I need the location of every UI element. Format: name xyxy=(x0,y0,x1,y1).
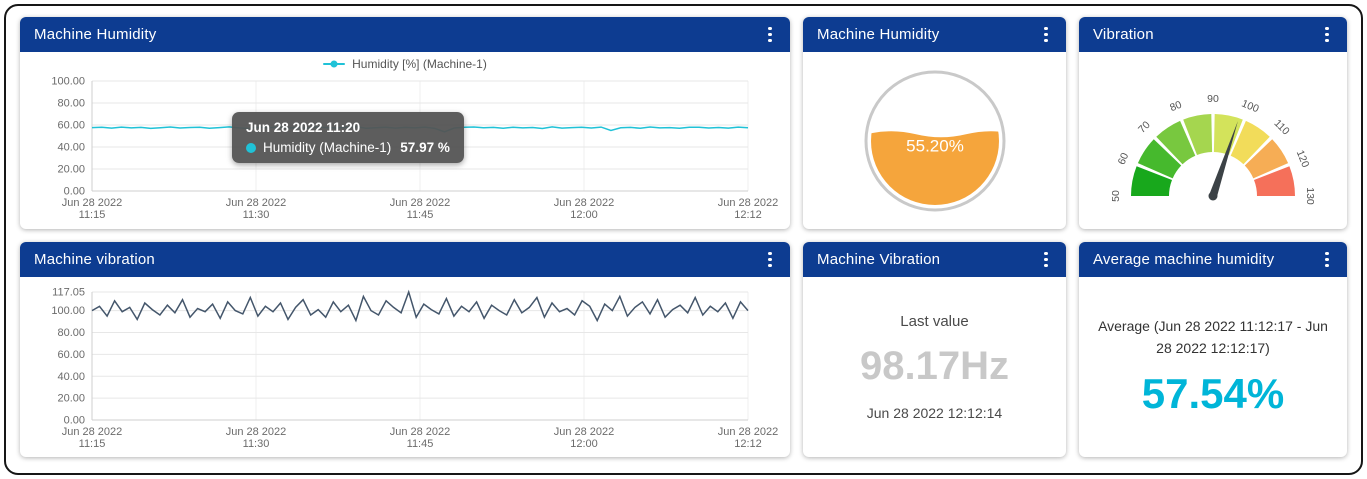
y-tick-label: 60.00 xyxy=(57,349,85,361)
kebab-menu-icon[interactable] xyxy=(758,23,782,47)
kebab-menu-icon[interactable] xyxy=(1315,23,1339,47)
chart-legend[interactable]: Humidity [%] (Machine-1) xyxy=(30,55,780,73)
panel-header: Machine Humidity xyxy=(20,17,790,52)
gauge-segment xyxy=(1130,165,1173,197)
last-value-label: Last value xyxy=(900,313,969,330)
humidity-liquid-chart[interactable]: 55.20% xyxy=(860,66,1010,216)
gauge-tick-label: 70 xyxy=(1136,118,1153,135)
y-tick-label: 100.00 xyxy=(51,305,85,317)
x-tick-label: Jun 28 2022 11:15 xyxy=(62,426,123,450)
panel-title: Machine vibration xyxy=(34,251,155,268)
legend-marker-icon xyxy=(323,63,346,65)
liquid-value-text: 55.20% xyxy=(906,136,964,155)
panel-title: Machine Humidity xyxy=(817,26,940,43)
y-tick-label: 100.00 xyxy=(51,76,85,88)
series-line xyxy=(91,289,749,323)
gauge-segment xyxy=(1253,165,1296,197)
y-tick-label: 60.00 xyxy=(57,120,85,132)
tooltip-value: 57.97 % xyxy=(400,140,450,155)
panel-average-machine-humidity: Average machine humidity Average (Jun 28… xyxy=(1079,242,1347,457)
y-tick-label: 20.00 xyxy=(57,164,85,176)
y-tick-label: 80.00 xyxy=(57,98,85,110)
panel-machine-humidity-liquid: Machine Humidity 55.20% xyxy=(803,17,1066,229)
tooltip-date: Jun 28 2022 11:20 xyxy=(246,120,361,135)
x-tick-label: Jun 28 2022 12:00 xyxy=(554,426,615,450)
y-tick-label: 20.00 xyxy=(57,393,85,405)
gauge-segment xyxy=(1213,113,1243,155)
y-tick-label: 0.00 xyxy=(64,186,85,198)
x-tick-label: Jun 28 2022 11:30 xyxy=(226,426,287,450)
panel-title: Machine Humidity xyxy=(34,26,157,43)
gauge-needle xyxy=(1209,120,1238,197)
kebab-menu-icon[interactable] xyxy=(1034,248,1058,272)
chart-area: Jun 28 2022 11:15 Jun 28 2022 11:30 Jun 28 2… xyxy=(20,277,790,457)
last-value-timestamp: Jun 28 2022 12:12:14 xyxy=(866,405,1003,421)
x-tick-label: Jun 28 2022 12:12 xyxy=(718,197,779,221)
y-tick-label: 40.00 xyxy=(57,371,85,383)
average-card: Average (Jun 28 2022 11:12:17 - Jun 28 2… xyxy=(1079,277,1347,457)
x-tick-label: Jun 28 2022 12:12 xyxy=(718,426,779,450)
y-tick-label: 80.00 xyxy=(57,327,85,339)
gauge-segment xyxy=(1137,138,1182,179)
gauge-segment xyxy=(1156,120,1197,165)
gauge-tick-label: 130 xyxy=(1304,187,1316,205)
gauge-segment xyxy=(1244,138,1289,179)
dashboard: Machine Humidity Humidity [%] (Machine-1… xyxy=(4,4,1363,475)
panel-vibration-gauge: Vibration 50 60 70 80 90 100 110 120 130 xyxy=(1079,17,1347,229)
panel-header: Vibration xyxy=(1079,17,1347,52)
liquid-gauge-area: 55.20% xyxy=(803,52,1066,229)
average-value: 57.54% xyxy=(1141,369,1285,417)
kebab-menu-icon[interactable] xyxy=(1034,23,1058,47)
last-value-number: 98.17Hz xyxy=(860,344,1009,388)
y-tick-label: 0.00 xyxy=(64,415,85,427)
gauge-tick-label: 100 xyxy=(1240,97,1261,115)
panel-header: Machine Vibration xyxy=(803,242,1066,277)
gauge-area: 50 60 70 80 90 100 110 120 130 xyxy=(1079,52,1347,229)
y-tick-label: 117.05 xyxy=(52,287,85,299)
vibration-line-chart[interactable]: Jun 28 2022 11:15 Jun 28 2022 11:30 Jun 28 2… xyxy=(30,284,780,452)
tooltip-row: Humidity (Machine-1) 57.97 % xyxy=(246,140,450,155)
gauge-hub xyxy=(1208,191,1218,200)
dashboard-grid: Machine Humidity Humidity [%] (Machine-1… xyxy=(6,6,1361,468)
panel-header: Machine Humidity xyxy=(803,17,1066,52)
gauge-tick-label: 120 xyxy=(1294,148,1312,169)
panel-header: Machine vibration xyxy=(20,242,790,277)
tooltip-series: Humidity (Machine-1) xyxy=(263,140,392,155)
gauge-tick-label: 50 xyxy=(1110,190,1122,202)
panel-machine-humidity-chart: Machine Humidity Humidity [%] (Machine-1… xyxy=(20,17,790,229)
value-card: Last value 98.17Hz Jun 28 2022 12:12:14 xyxy=(803,277,1066,457)
chart-area: Humidity [%] (Machine-1) Jun 28 2022 11:1… xyxy=(20,52,790,229)
panel-title: Machine Vibration xyxy=(817,251,941,268)
panel-machine-vibration-value: Machine Vibration Last value 98.17Hz Jun… xyxy=(803,242,1066,457)
x-tick-label: Jun 28 2022 11:30 xyxy=(226,197,287,221)
legend-label: Humidity [%] (Machine-1) xyxy=(352,57,487,71)
chart-tooltip: Jun 28 2022 11:20 Humidity (Machine-1) 5… xyxy=(232,112,464,163)
panel-machine-vibration-chart: Machine vibration Jun 28 2022 11:15 Jun 28… xyxy=(20,242,790,457)
kebab-menu-icon[interactable] xyxy=(1315,248,1339,272)
x-tick-label: Jun 28 2022 11:15 xyxy=(62,197,123,221)
gauge-segment xyxy=(1229,120,1270,165)
x-tick-label: Jun 28 2022 11:45 xyxy=(390,197,451,221)
gauge-tick-label: 90 xyxy=(1207,93,1219,105)
liquid-ring xyxy=(864,70,1005,211)
x-tick-label: Jun 28 2022 11:45 xyxy=(390,426,451,450)
gauge-tick-label: 80 xyxy=(1168,98,1184,114)
average-caption: Average (Jun 28 2022 11:12:17 - Jun 28 2… xyxy=(1098,318,1328,356)
y-tick-label: 40.00 xyxy=(57,142,85,154)
gauge-segment xyxy=(1183,113,1213,155)
panel-title: Vibration xyxy=(1093,26,1154,43)
panel-header: Average machine humidity xyxy=(1079,242,1347,277)
gauge-tick-label: 110 xyxy=(1271,117,1291,137)
x-tick-label: Jun 28 2022 12:00 xyxy=(554,197,615,221)
series-dot-icon xyxy=(246,142,256,153)
kebab-menu-icon[interactable] xyxy=(758,248,782,272)
gauge-tick-label: 60 xyxy=(1116,151,1132,167)
panel-title: Average machine humidity xyxy=(1093,251,1275,268)
